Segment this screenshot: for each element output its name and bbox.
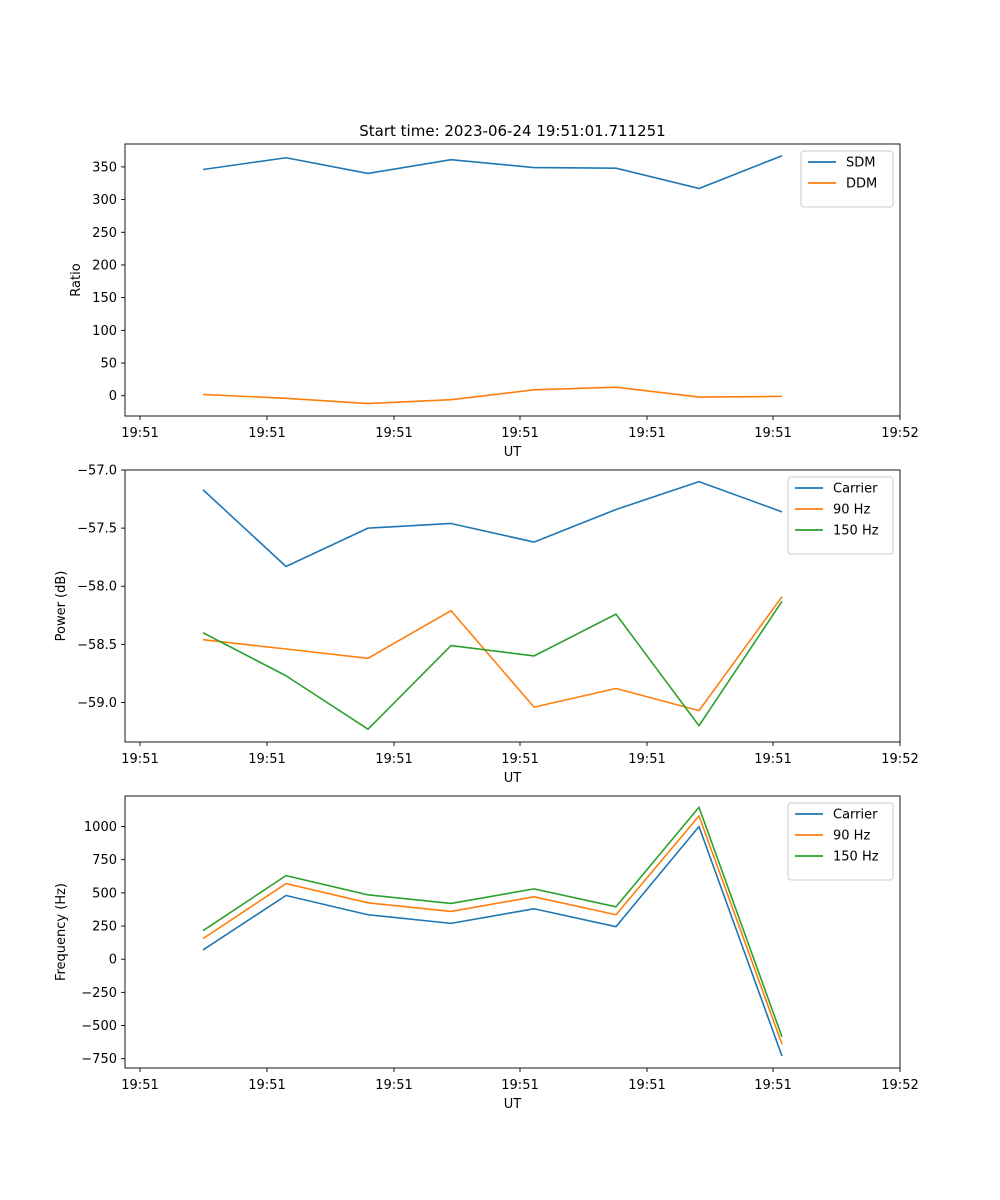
legend-entry: Carrier [833,482,878,497]
series-line-sdm [202,155,783,190]
x-tick-label: 19:51 [248,426,285,441]
y-axis-label: Ratio [69,263,84,296]
legend-entry: DDM [846,177,877,192]
x-tick-label: 19:51 [248,752,285,767]
x-tick-label: 19:51 [754,426,791,441]
x-tick-label: 19:51 [501,752,538,767]
chart-panel-1: 19:51 19:51 19:51 19:51 19:51 19:51 19:52 0 50 10… [69,122,919,460]
axes-frame [124,795,901,1069]
y-axis-label: Power (dB) [54,571,69,642]
legend-entry: SDM [846,156,875,171]
series-line-carrier [202,480,783,568]
y-tick-label: −58.5 [77,638,117,653]
y-tick-label: 750 [92,853,117,868]
x-tick-label: 19:51 [628,1078,665,1093]
axes-frame [124,469,901,743]
y-tick-label: −500 [81,1019,117,1034]
legend-entry: 90 Hz [833,503,870,518]
series-line-150-hz [202,600,783,731]
series-line-carrier [202,825,783,1057]
x-axis-label: UT [504,1097,522,1112]
legend-entry: 150 Hz [833,524,879,539]
axes-frame [124,143,901,417]
y-tick-label: −57.5 [77,522,117,537]
x-tick-label: 19:52 [881,752,918,767]
x-tick-label: 19:51 [375,426,412,441]
x-tick-label: 19:51 [375,1078,412,1093]
y-tick-label: 1000 [84,820,117,835]
x-tick-label: 19:51 [628,752,665,767]
x-tick-label: 19:51 [248,1078,285,1093]
x-tick-label: 19:51 [121,752,158,767]
legend-box [800,150,894,208]
chart-panel-2: 19:51 19:51 19:51 19:51 19:51 19:51 19:52 −59.0… [54,464,919,787]
y-tick-label: −250 [81,986,117,1001]
x-tick-label: 19:51 [628,426,665,441]
x-tick-label: 19:51 [501,1078,538,1093]
x-tick-label: 19:51 [754,1078,791,1093]
x-tick-label: 19:51 [121,426,158,441]
y-tick-label: 350 [92,160,117,175]
legend-entry: 150 Hz [833,850,879,865]
y-tick-label: 200 [92,258,117,273]
series-line-90-hz [202,815,783,1045]
y-tick-label: 0 [109,389,117,404]
y-tick-label: −58.0 [77,580,117,595]
x-tick-label: 19:51 [375,752,412,767]
y-tick-label: 50 [100,357,117,372]
x-tick-label: 19:51 [754,752,791,767]
series-line-150-hz [202,806,783,1038]
y-tick-label: 300 [92,193,117,208]
y-tick-label: 250 [92,226,117,241]
series-line-ddm [202,386,783,405]
legend-entry: 90 Hz [833,829,870,844]
legend-box [787,802,894,881]
x-tick-label: 19:52 [881,426,918,441]
y-axis-label: Frequency (Hz) [54,883,69,981]
legend-box [787,476,894,555]
x-tick-label: 19:51 [121,1078,158,1093]
y-tick-label: −750 [81,1052,117,1067]
y-tick-label: 150 [92,291,117,306]
chart-panel-3: 19:51 19:51 19:51 19:51 19:51 19:51 19:52 −750 −… [54,795,919,1112]
chart-title: Start time: 2023-06-24 19:51:01.711251 [359,122,665,140]
legend: Carrier 90 Hz 150 Hz [787,476,894,555]
x-axis-label: UT [504,771,522,786]
y-tick-label: 100 [92,324,117,339]
x-tick-label: 19:51 [501,426,538,441]
x-axis-label: UT [504,445,522,460]
y-tick-label: 250 [92,920,117,935]
y-tick-label: 500 [92,886,117,901]
y-tick-label: −59.0 [77,696,117,711]
legend: Carrier 90 Hz 150 Hz [787,802,894,881]
legend: SDM DDM [800,150,894,208]
y-tick-label: 0 [109,953,117,968]
series-line-90-hz [202,596,783,712]
x-tick-label: 19:52 [881,1078,918,1093]
y-tick-label: −57.0 [77,464,117,479]
legend-entry: Carrier [833,808,878,823]
